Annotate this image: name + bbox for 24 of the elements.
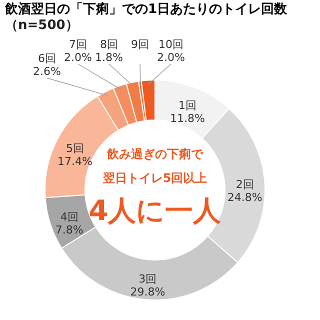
data-label: 2.6% — [33, 65, 61, 78]
data-label: 17.4% — [58, 154, 92, 168]
data-label: 7.8% — [55, 224, 84, 237]
text: 翌日トイレ5回以上 — [102, 171, 208, 185]
data-label: 29.8% — [130, 286, 166, 299]
slice-label: 3回 — [138, 272, 157, 286]
slice-label: 1回 — [178, 99, 196, 112]
data-label: 24.8% — [227, 190, 262, 204]
slice-label: 8回 — [100, 38, 118, 51]
slice-label: 7回 — [69, 38, 87, 51]
text: 4人に一人 — [88, 194, 222, 227]
slice-label: 4回 — [60, 210, 78, 224]
slice-label: 9回 — [131, 38, 149, 51]
data-label: 2.0% — [157, 51, 185, 64]
data-label: 11.8% — [170, 112, 205, 126]
chart-title: 飲酒翌日の「下痢」での1日あたりのトイレ回数 — [4, 1, 288, 17]
chart-subtitle: （n=500） — [5, 18, 78, 33]
data-label: 1.8% — [95, 51, 123, 64]
data-label: 2.0% — [64, 51, 92, 64]
text: 飲み過ぎの下痢で — [106, 147, 204, 161]
slice-label: 10回 — [158, 38, 184, 51]
slice-label: 5回 — [66, 142, 84, 155]
slice-label: 2回 — [236, 178, 254, 191]
slice-label: 6回 — [38, 52, 56, 65]
